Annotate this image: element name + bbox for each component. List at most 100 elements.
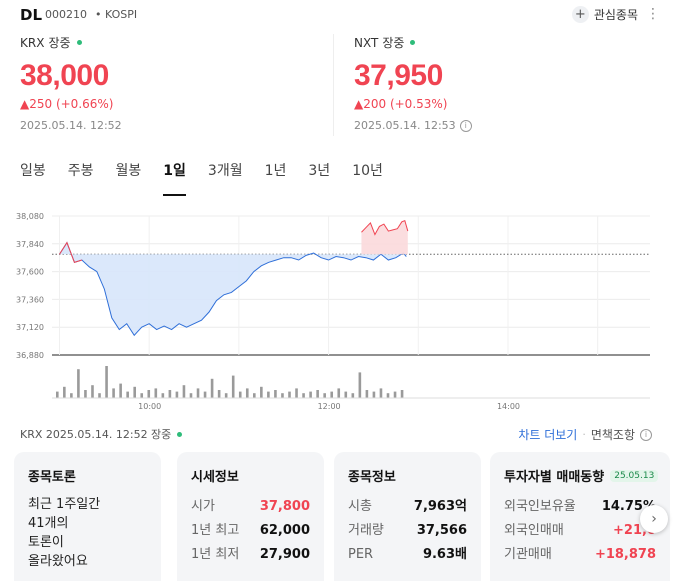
volume-bar: [372, 391, 376, 398]
row-key: 1년 최고: [191, 523, 240, 538]
krx-time-label: 2025.05.14. 12:52: [20, 119, 122, 132]
status-dot-icon: [410, 40, 416, 45]
volume-bar: [91, 385, 94, 398]
volume-bar: [281, 393, 284, 398]
volume-bar: [196, 388, 200, 398]
stock-info-title: 종목정보: [348, 470, 396, 485]
stock-header: DL 000210 • KOSPI + 관심종목 ⋮: [20, 6, 660, 26]
discussion-card[interactable]: 종목토론 최근 1주일간 41개의 토론이 올라왔어요: [14, 452, 161, 581]
year-low-row: 1년 최저 27,900: [191, 543, 310, 567]
volume-bar: [210, 378, 214, 398]
status-dot-icon: [177, 431, 183, 437]
nxt-status: 장중: [382, 36, 405, 50]
volume-bar: [203, 391, 207, 398]
krx-time: 2025.05.14. 12:52: [20, 119, 320, 132]
info-icon[interactable]: i: [459, 119, 472, 132]
volume-bar: [386, 393, 390, 398]
intraday-price-chart[interactable]: 38,080 37,840 37,600 37,360 37,120 36,880 10:0…: [14, 205, 654, 410]
chart-footer: KRX 2025.05.14. 12:52 장중 차트 더보기 · 면책조항 i: [20, 426, 652, 442]
institution-trade-row: 기관매매 +18,878: [504, 543, 656, 567]
info-icon[interactable]: i: [640, 428, 652, 441]
volume-bar: [161, 393, 165, 398]
favorite-button[interactable]: + 관심종목: [571, 6, 638, 23]
stock-market-label: KOSPI: [105, 8, 138, 21]
volume-bar: [84, 390, 87, 398]
nxt-market-label: NXT: [354, 35, 379, 50]
volume-bar: [245, 388, 249, 398]
investor-trend-title: 투자자별 매매동향 25.05.13: [504, 466, 659, 485]
y-tick-label: 37,120: [16, 323, 44, 332]
discussion-line: 토론이: [28, 535, 64, 550]
row-key: 외국인보유율: [504, 499, 576, 514]
volume-bar: [351, 393, 355, 398]
volume-bar: [168, 390, 172, 398]
volume-bar: [126, 391, 129, 398]
volume-bar: [365, 390, 369, 398]
chart-more-link[interactable]: 차트 더보기: [518, 428, 578, 442]
period-tabs: 일봉 주봉 월봉 1일 3개월 1년 3년 10년: [20, 160, 405, 196]
more-options-icon[interactable]: ⋮: [646, 6, 660, 22]
volume-bar: [147, 390, 151, 398]
footer-actions: 차트 더보기 · 면책조항 i: [518, 426, 652, 443]
krx-area-fill: [59, 242, 407, 336]
nxt-time-label: 2025.05.14. 12:53: [354, 119, 456, 132]
tab-3month[interactable]: 3개월: [207, 163, 243, 179]
y-tick-label: 37,360: [16, 295, 44, 304]
discussion-title: 종목토론: [28, 470, 76, 485]
volume-bar: [112, 388, 115, 398]
row-key: 1년 최저: [191, 547, 240, 562]
row-value: +18,878: [594, 547, 656, 562]
tab-1year[interactable]: 1년: [264, 163, 287, 179]
tab-10year[interactable]: 10년: [352, 163, 383, 179]
y-tick-label: 37,840: [16, 240, 44, 249]
volume-bar: [105, 366, 108, 398]
next-card-button[interactable]: ›: [640, 505, 668, 533]
tab-daily[interactable]: 일봉: [20, 163, 46, 179]
footer-status-text: KRX 2025.05.14. 12:52 장중: [20, 428, 172, 441]
disclaimer-link[interactable]: 면책조항: [590, 428, 635, 442]
foreign-ratio-row: 외국인보유율 14.75%: [504, 495, 656, 519]
volume-bar: [295, 388, 298, 398]
footer-status: KRX 2025.05.14. 12:52 장중: [20, 426, 183, 442]
volume-bar: [119, 383, 122, 398]
tab-1day[interactable]: 1일: [163, 160, 186, 196]
volume-bar: [253, 393, 256, 398]
tab-3year[interactable]: 3년: [308, 163, 331, 179]
volume-bar: [274, 390, 277, 398]
volume-bar: [309, 391, 312, 398]
volume-bar: [358, 372, 362, 398]
year-high-row: 1년 최고 62,000: [191, 519, 310, 543]
volume-bar: [260, 386, 263, 398]
separator: ·: [582, 428, 586, 441]
market-cap-row: 시총 7,963억: [348, 495, 467, 519]
volume-bar: [344, 391, 348, 398]
row-value: 7,963억: [413, 499, 467, 514]
nxt-price-line: [361, 219, 409, 236]
nxt-time: 2025.05.14. 12:53 i: [354, 119, 654, 132]
row-value: 27,900: [259, 547, 310, 562]
nxt-change: ▲200 (+0.53%): [354, 97, 448, 111]
volume-bar: [217, 390, 221, 398]
tab-weekly[interactable]: 주봉: [67, 163, 94, 179]
volume-bar: [189, 393, 193, 398]
volume-bar: [63, 386, 66, 398]
y-tick-label: 37,600: [16, 268, 44, 277]
stock-info-card[interactable]: 종목정보 시총 7,963억 거래량 37,566 PER 9.63배: [334, 452, 481, 581]
volume-bar: [238, 391, 242, 398]
x-tick-label: 14:00: [497, 402, 520, 410]
date-badge: 25.05.13: [610, 469, 659, 482]
status-dot-icon: [76, 40, 82, 45]
row-key: 거래량: [348, 523, 384, 538]
chevron-right-icon: ›: [651, 511, 657, 527]
discussion-body: 최근 1주일간 41개의 토론이 올라왔어요: [28, 495, 147, 571]
volume-bar: [224, 393, 228, 398]
foreign-trade-row: 외국인매매 +21,0: [504, 519, 656, 543]
row-key: 시총: [348, 499, 372, 514]
volume-bar: [231, 375, 235, 398]
krx-price-line: [59, 241, 407, 337]
tab-monthly[interactable]: 월봉: [115, 163, 142, 179]
y-tick-label: 36,880: [16, 351, 44, 360]
krx-change: ▲250 (+0.66%): [20, 97, 114, 111]
volume-bar: [70, 393, 73, 398]
market-info-card[interactable]: 시세정보 시가 37,800 1년 최고 62,000 1년 최저 27,900: [177, 452, 324, 581]
